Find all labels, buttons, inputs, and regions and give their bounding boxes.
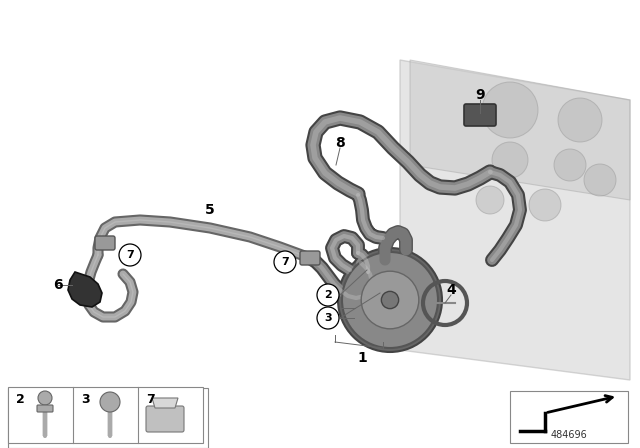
Polygon shape [410, 60, 630, 200]
Polygon shape [152, 398, 178, 408]
Circle shape [317, 284, 339, 306]
Text: 9: 9 [475, 88, 485, 102]
Text: 5: 5 [205, 203, 215, 217]
Text: 2: 2 [16, 393, 25, 406]
Circle shape [361, 271, 419, 329]
Text: 1: 1 [357, 351, 367, 365]
Circle shape [554, 149, 586, 181]
Circle shape [584, 164, 616, 196]
Circle shape [100, 392, 120, 412]
Text: 484696: 484696 [550, 430, 588, 440]
Circle shape [558, 98, 602, 142]
Circle shape [38, 391, 52, 405]
Circle shape [274, 251, 296, 273]
Text: 3: 3 [81, 393, 90, 406]
Circle shape [492, 142, 528, 178]
Circle shape [482, 82, 538, 138]
FancyBboxPatch shape [300, 251, 320, 265]
Text: 3: 3 [324, 313, 332, 323]
FancyBboxPatch shape [464, 104, 496, 126]
Text: 8: 8 [335, 136, 345, 150]
Circle shape [119, 244, 141, 266]
Polygon shape [68, 272, 102, 307]
Circle shape [381, 291, 399, 309]
Text: 6: 6 [53, 278, 63, 292]
Circle shape [342, 252, 438, 348]
FancyBboxPatch shape [37, 405, 53, 412]
FancyBboxPatch shape [8, 387, 203, 443]
FancyBboxPatch shape [95, 236, 115, 250]
Circle shape [476, 186, 504, 214]
Circle shape [529, 189, 561, 221]
Text: 4: 4 [446, 283, 456, 297]
Text: 2: 2 [324, 290, 332, 300]
FancyBboxPatch shape [8, 388, 208, 448]
Text: 7: 7 [146, 393, 155, 406]
FancyBboxPatch shape [510, 391, 628, 443]
FancyBboxPatch shape [146, 406, 184, 432]
Circle shape [338, 248, 442, 352]
Text: 7: 7 [126, 250, 134, 260]
Circle shape [317, 307, 339, 329]
Text: 7: 7 [281, 257, 289, 267]
Polygon shape [400, 60, 630, 380]
